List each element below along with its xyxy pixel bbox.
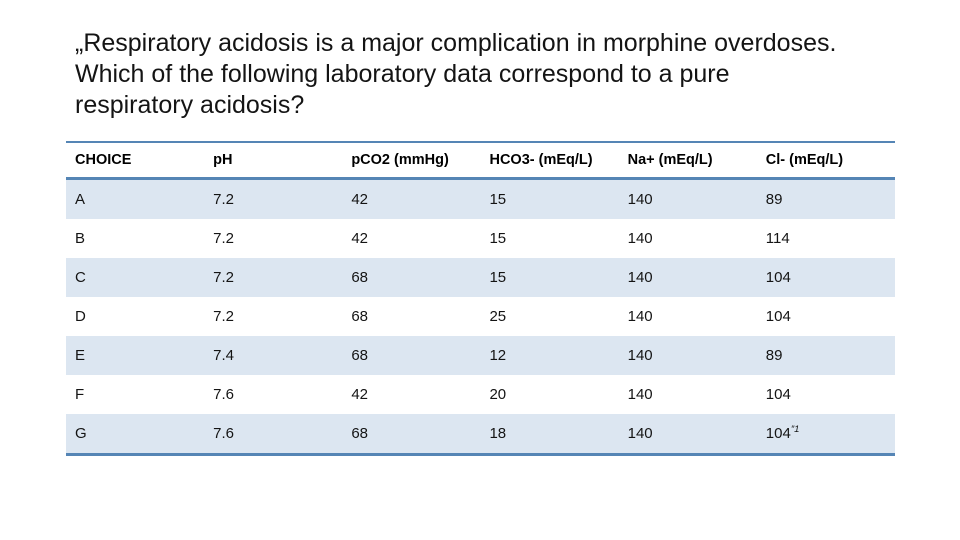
cell-choice: F xyxy=(66,375,205,414)
cell-na: 140 xyxy=(618,375,757,414)
cell-ph: 7.6 xyxy=(204,375,343,414)
cell-hco3: 12 xyxy=(480,336,619,375)
cell-na: 140 xyxy=(618,297,757,336)
cell-cl: 114 xyxy=(756,219,895,258)
cell-cl: 104 xyxy=(756,297,895,336)
cell-na: 140 xyxy=(618,336,757,375)
question-title-line-1: „Respiratory acidosis is a major complic… xyxy=(75,29,837,57)
cell-cl: 104 xyxy=(756,375,895,414)
cell-na: 140 xyxy=(618,414,757,456)
cell-ph: 7.2 xyxy=(204,178,343,219)
question-title: „Respiratory acidosis is a major complic… xyxy=(75,28,836,121)
cell-hco3: 15 xyxy=(480,178,619,219)
cell-choice: B xyxy=(66,219,205,258)
table-row-a: A 7.2 42 15 140 89 xyxy=(66,178,895,219)
cell-choice: D xyxy=(66,297,205,336)
question-title-line-3: respiratory acidosis? xyxy=(75,91,305,119)
cell-pco2: 42 xyxy=(342,178,481,219)
cell-hco3: 15 xyxy=(480,258,619,297)
cell-na: 140 xyxy=(618,219,757,258)
cell-cl: 104 xyxy=(756,258,895,297)
cell-choice: G xyxy=(66,414,205,456)
cell-hco3: 18 xyxy=(480,414,619,456)
cell-ph: 7.4 xyxy=(204,336,343,375)
table-row-b: B 7.2 42 15 140 114 xyxy=(66,219,895,258)
lab-data-table: CHOICE pH pCO2 (mmHg) HCO3- (mEq/L) Na+ … xyxy=(66,141,895,456)
table-row-c: C 7.2 68 15 140 104 xyxy=(66,258,895,297)
cell-pco2: 68 xyxy=(342,297,481,336)
cell-hco3: 15 xyxy=(480,219,619,258)
cell-na: 140 xyxy=(618,258,757,297)
cell-pco2: 68 xyxy=(342,336,481,375)
cell-ph: 7.2 xyxy=(204,258,343,297)
cell-pco2: 68 xyxy=(342,414,481,456)
header-pco2: pCO2 (mmHg) xyxy=(342,141,481,180)
cell-cl: 89 xyxy=(756,178,895,219)
cell-cl: 89 xyxy=(756,336,895,375)
cell-pco2: 68 xyxy=(342,258,481,297)
cell-hco3: 25 xyxy=(480,297,619,336)
table-row-d: D 7.2 68 25 140 104 xyxy=(66,297,895,336)
cell-hco3: 20 xyxy=(480,375,619,414)
table-row-f: F 7.6 42 20 140 104 xyxy=(66,375,895,414)
lab-data-table-header: CHOICE pH pCO2 (mmHg) HCO3- (mEq/L) Na+ … xyxy=(66,141,895,180)
cell-ph: 7.6 xyxy=(204,414,343,456)
header-row: CHOICE pH pCO2 (mmHg) HCO3- (mEq/L) Na+ … xyxy=(66,141,895,180)
cell-pco2: 42 xyxy=(342,375,481,414)
cell-na: 140 xyxy=(618,178,757,219)
cell-ph: 7.2 xyxy=(204,297,343,336)
cell-choice: A xyxy=(66,178,205,219)
cell-choice: E xyxy=(66,336,205,375)
cell-choice: C xyxy=(66,258,205,297)
question-title-line-2: Which of the following laboratory data c… xyxy=(75,60,730,88)
cell-cl: 104″1 xyxy=(756,414,895,456)
lab-data-table-body: A 7.2 42 15 140 89 B 7.2 42 15 140 114 C… xyxy=(66,178,895,456)
cell-cl-footnote-mark: ″1 xyxy=(790,424,800,435)
header-hco3: HCO3- (mEq/L) xyxy=(480,141,619,180)
cell-ph: 7.2 xyxy=(204,219,343,258)
header-na: Na+ (mEq/L) xyxy=(618,141,757,180)
cell-cl-value: 104 xyxy=(765,425,791,442)
table-row-g: G 7.6 68 18 140 104″1 xyxy=(66,414,895,456)
table-row-e: E 7.4 68 12 140 89 xyxy=(66,336,895,375)
header-choice: CHOICE xyxy=(66,141,205,180)
header-cl: Cl- (mEq/L) xyxy=(756,141,895,180)
cell-pco2: 42 xyxy=(342,219,481,258)
header-ph: pH xyxy=(204,141,343,180)
